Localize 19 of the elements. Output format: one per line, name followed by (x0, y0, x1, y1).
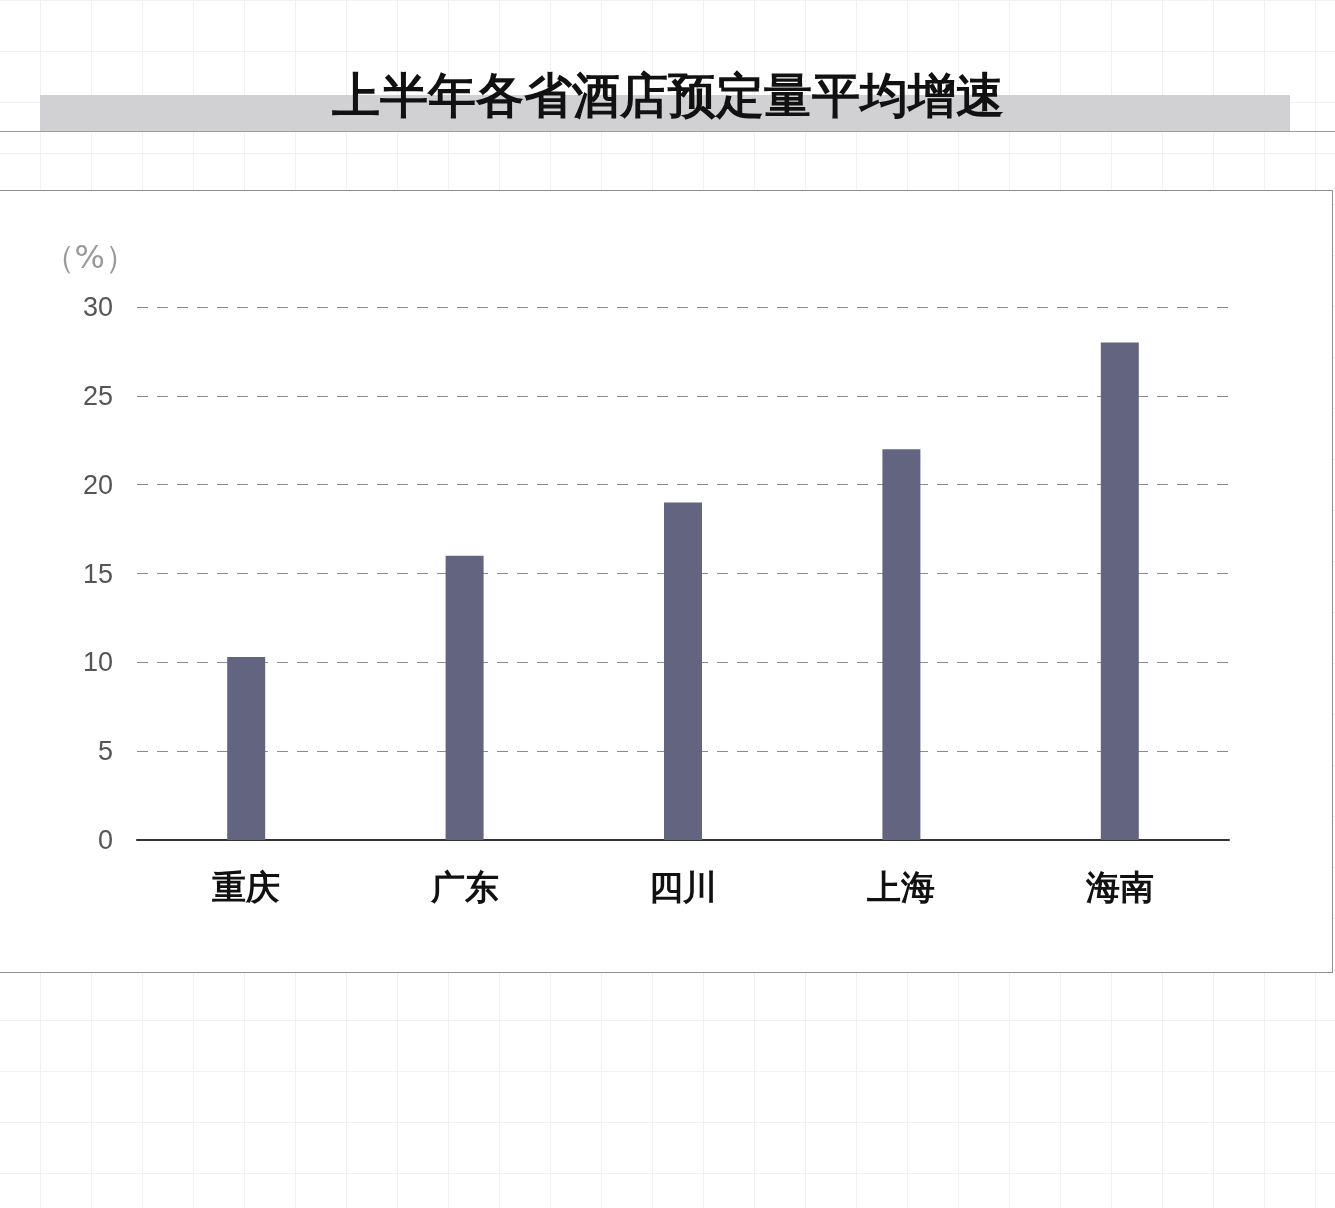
x-tick-label: 上海 (866, 867, 936, 907)
bar (445, 555, 484, 840)
bar (1100, 342, 1139, 840)
x-tick-label: 广东 (429, 867, 499, 907)
y-tick-label: 25 (82, 380, 113, 411)
bar (664, 502, 702, 840)
y-axis-title: （%） (42, 238, 137, 276)
x-tick-label: 四川 (649, 867, 717, 907)
bar (227, 657, 266, 840)
x-tick-label: 重庆 (212, 867, 281, 907)
y-tick-label: 5 (97, 736, 113, 767)
x-tick-label: 海南 (1084, 867, 1154, 907)
chart-title: 上半年各省酒店预定量平均增速 (330, 66, 1005, 125)
y-tick-label: 15 (82, 558, 113, 589)
y-tick-label: 10 (82, 647, 113, 678)
y-tick-label: 20 (82, 469, 113, 500)
bar (882, 449, 921, 840)
y-tick-label: 0 (97, 825, 113, 855)
y-tick-label: 30 (82, 292, 113, 322)
